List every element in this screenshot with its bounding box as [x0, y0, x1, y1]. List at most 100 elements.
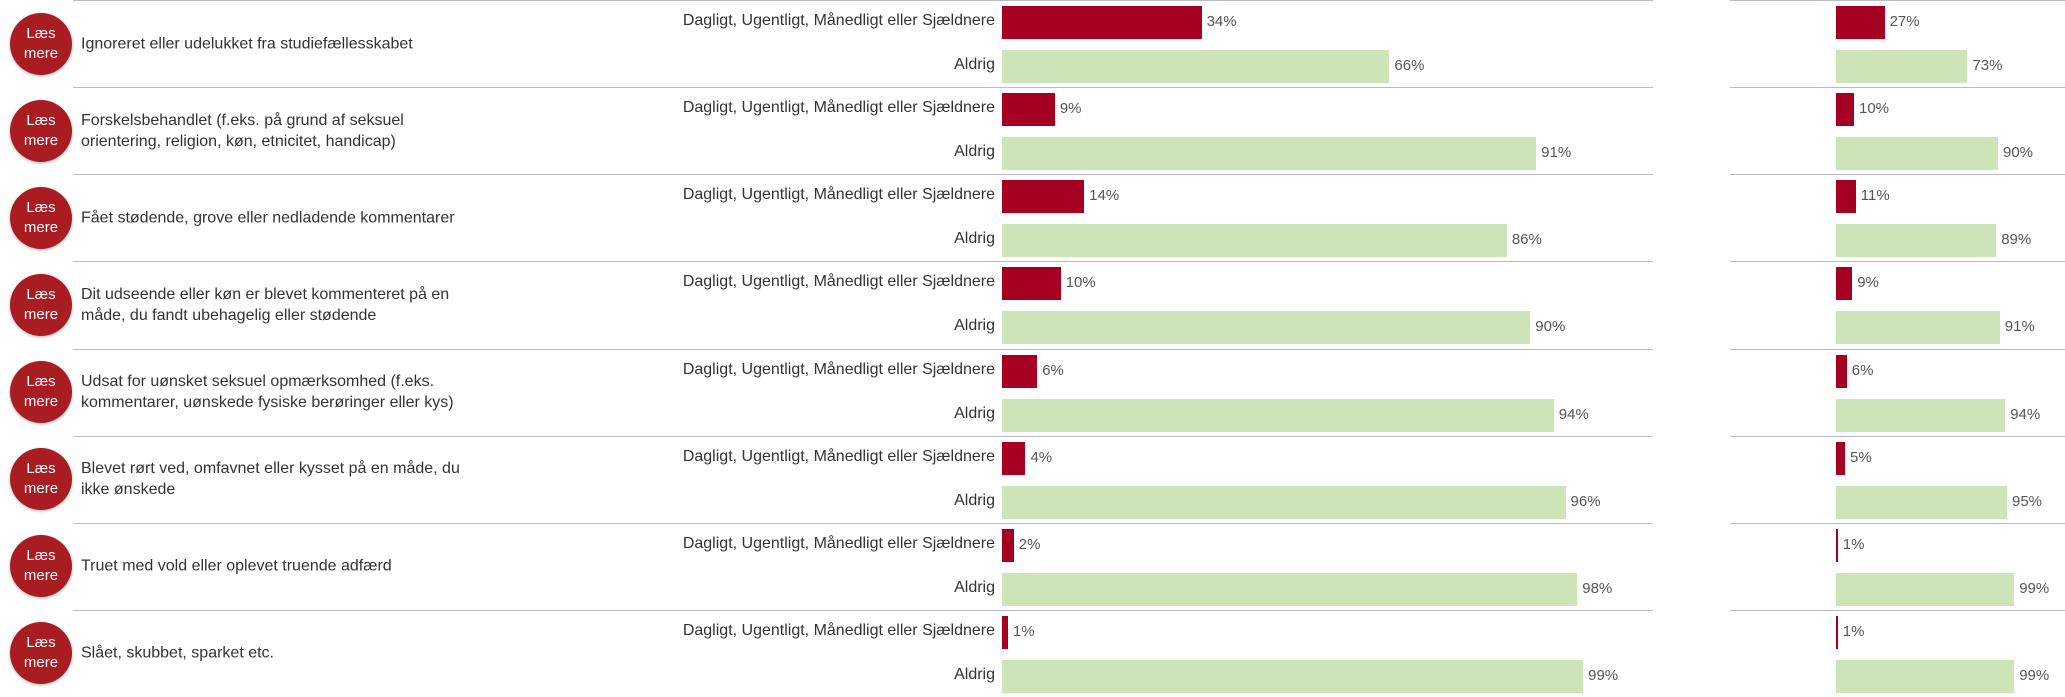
value-label: 98% [1582, 579, 1613, 597]
bar [1002, 311, 1531, 345]
row-separator [73, 174, 1653, 176]
value-label: 1% [1842, 622, 1865, 640]
bar [1836, 224, 1997, 258]
bar [1836, 441, 1845, 475]
row-separator [73, 522, 1653, 524]
bar [1836, 398, 2006, 432]
value-label: 99% [2019, 666, 2050, 684]
category-label: Dagligt, Ugentligt, Månedligt eller Sjæl… [682, 447, 995, 465]
value-label: 95% [2012, 492, 2043, 510]
value-label: 99% [2019, 579, 2050, 597]
bar [1002, 572, 1578, 606]
row-separator [1730, 435, 2065, 437]
bar [1836, 267, 1853, 301]
value-label: 10% [1859, 100, 1890, 118]
value-label: 34% [1206, 13, 1237, 30]
item-label: Fået stødende, grove eller nedladende ko… [81, 209, 455, 227]
bar [1836, 311, 2000, 345]
read-more-button[interactable]: Læs mere [10, 361, 72, 424]
row-separator [73, 0, 1653, 1]
bar [1836, 615, 1838, 649]
value-label: 27% [1889, 13, 1920, 30]
bar [1002, 267, 1061, 301]
bar [1002, 615, 1008, 649]
value-label: 2% [1018, 535, 1041, 553]
bar [1002, 137, 1537, 171]
value-label: 90% [1535, 318, 1566, 336]
value-label: 66% [1394, 57, 1425, 74]
category-label: Aldrig [954, 230, 995, 248]
item-label: Ignoreret eller udelukket fra studiefæll… [81, 35, 413, 53]
value-label: 6% [1042, 361, 1064, 379]
value-label: 11% [1860, 187, 1890, 205]
item-label: Forskelsbehandlet (f.eks. på grund af se… [81, 111, 404, 150]
value-label: 96% [1570, 492, 1601, 510]
category-label: Dagligt, Ugentligt, Månedligt eller Sjæl… [682, 186, 995, 204]
value-label: 94% [1558, 405, 1589, 423]
category-label: Aldrig [954, 317, 995, 335]
value-label: 91% [2004, 318, 2035, 336]
read-more-button[interactable]: Læs mere [10, 99, 72, 162]
bar [1002, 659, 1584, 693]
bar [1836, 354, 1847, 388]
read-more-button[interactable]: Læs mere [10, 535, 72, 598]
read-more-button[interactable]: Læs mere [10, 622, 72, 685]
bar [1002, 441, 1026, 475]
bar [1002, 93, 1055, 127]
category-label: Aldrig [954, 404, 995, 422]
value-label: 86% [1511, 231, 1542, 249]
bar [1002, 224, 1507, 258]
bar [1836, 180, 1856, 214]
category-label: Dagligt, Ugentligt, Månedligt eller Sjæl… [682, 360, 995, 378]
row-separator [73, 609, 1653, 611]
row-separator [1730, 609, 2065, 611]
category-label: Aldrig [954, 491, 995, 509]
bar [1836, 137, 1998, 171]
value-label: 1% [1842, 535, 1865, 553]
bar [1002, 354, 1038, 388]
bar [1836, 528, 1838, 562]
read-more-button[interactable]: Læs mere [10, 448, 72, 511]
value-label: 4% [1030, 448, 1053, 466]
category-label: Dagligt, Ugentligt, Månedligt eller Sjæl… [682, 273, 995, 291]
bar [1836, 659, 2015, 693]
category-label: Aldrig [954, 56, 995, 73]
read-more-button[interactable]: Læs mere [10, 273, 72, 336]
row-separator [1730, 87, 2065, 89]
row-separator [1730, 174, 2065, 176]
category-label: Dagligt, Ugentligt, Månedligt eller Sjæl… [682, 534, 995, 552]
bar [1002, 6, 1202, 39]
category-label: Dagligt, Ugentligt, Månedligt eller Sjæl… [682, 12, 995, 29]
bar [1836, 572, 2015, 606]
value-label: 91% [1541, 144, 1572, 162]
value-label: 90% [2003, 144, 2034, 162]
bar [1836, 485, 2007, 519]
item-label: Udsat for uønsket seksuel opmærksomhed (… [81, 373, 454, 412]
category-label: Aldrig [954, 578, 995, 596]
category-label: Dagligt, Ugentligt, Månedligt eller Sjæl… [682, 99, 995, 117]
bar [1836, 6, 1885, 39]
value-label: 99% [1588, 666, 1619, 684]
bar [1002, 485, 1566, 519]
value-label: 89% [2001, 231, 2032, 249]
category-label: Aldrig [954, 143, 995, 161]
row-separator [73, 87, 1653, 89]
category-label: Dagligt, Ugentligt, Månedligt eller Sjæl… [682, 621, 995, 639]
row-separator [1730, 261, 2065, 263]
value-label: 94% [2010, 405, 2041, 423]
bar [1002, 50, 1390, 83]
value-label: 6% [1851, 361, 1874, 379]
read-more-button[interactable]: Læs mere [10, 186, 72, 249]
read-more-button[interactable]: Læs mere [10, 12, 72, 75]
bar [1836, 93, 1854, 127]
item-label: Truet med vold eller oplevet truende adf… [81, 557, 392, 575]
bar [1002, 398, 1554, 432]
row-separator [1730, 522, 2065, 524]
category-label: Aldrig [954, 665, 995, 683]
row-separator [73, 348, 1653, 350]
item-label: Blevet rørt ved, omfavnet eller kysset p… [81, 460, 460, 499]
value-label: 9% [1857, 274, 1879, 292]
value-label: 10% [1065, 274, 1096, 292]
value-label: 1% [1012, 622, 1035, 640]
